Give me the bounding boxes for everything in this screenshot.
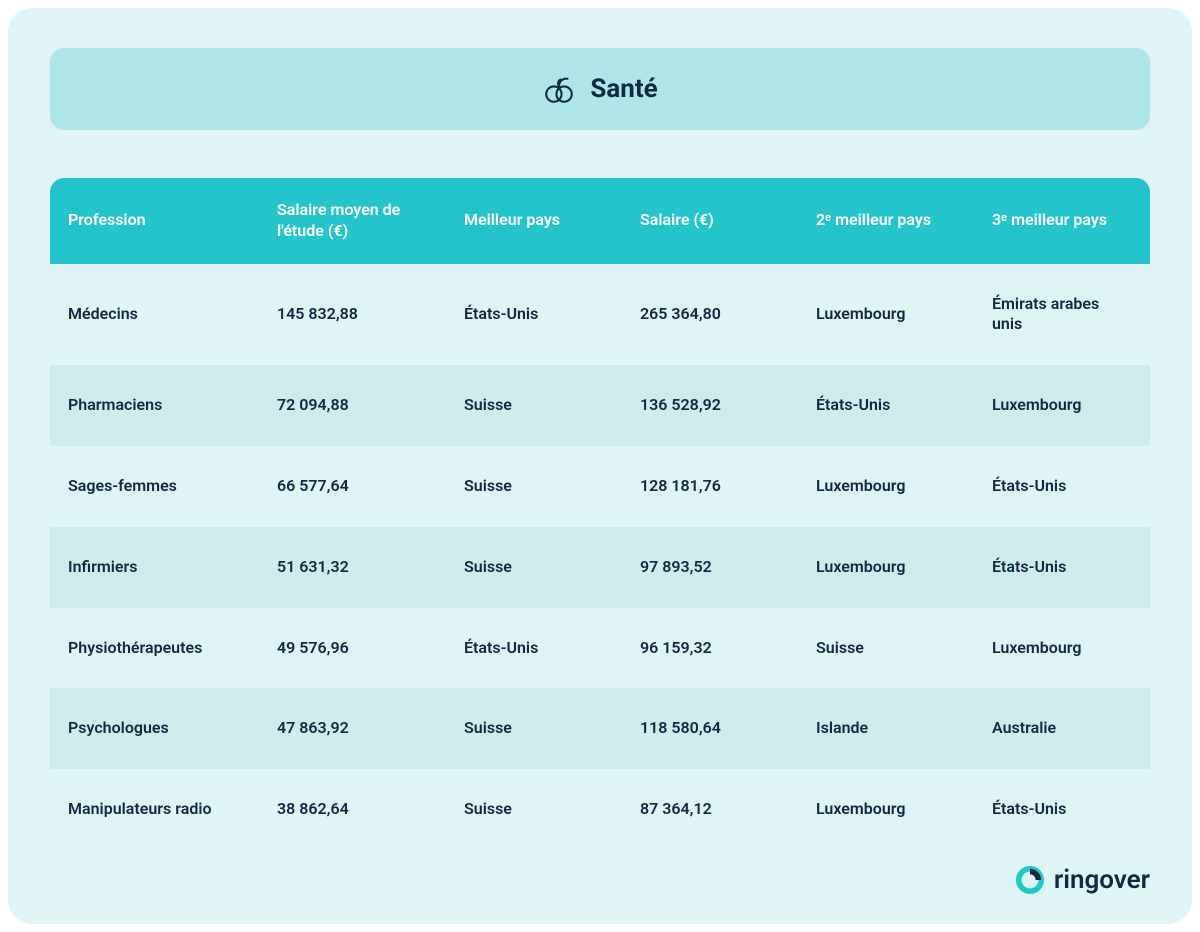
table-row: Pharmaciens72 094,88Suisse136 528,92État… <box>50 365 1150 446</box>
table-header-cell: 3ᵉ meilleur pays <box>974 178 1150 264</box>
brand-logo-text: ringover <box>1054 865 1150 895</box>
table-cell: Suisse <box>446 446 622 527</box>
table-cell: 87 364,12 <box>622 769 798 850</box>
table-row: Physiothérapeutes49 576,96États-Unis96 1… <box>50 608 1150 689</box>
salary-table: ProfessionSalaire moyen de l'étude (€)Me… <box>50 178 1150 850</box>
table-cell: États-Unis <box>974 446 1150 527</box>
table-header-cell: Meilleur pays <box>446 178 622 264</box>
table-cell: 96 159,32 <box>622 608 798 689</box>
table-cell: Sages-femmes <box>50 446 259 527</box>
table-cell: Psychologues <box>50 688 259 769</box>
brand-logo: ringover <box>1014 864 1150 896</box>
table-cell: Luxembourg <box>798 769 974 850</box>
table-cell: 128 181,76 <box>622 446 798 527</box>
table-cell: 118 580,64 <box>622 688 798 769</box>
table-cell: Suisse <box>446 527 622 608</box>
table-cell: Luxembourg <box>974 365 1150 446</box>
table-cell: États-Unis <box>446 608 622 689</box>
salary-table-wrap: ProfessionSalaire moyen de l'étude (€)Me… <box>50 178 1150 850</box>
table-cell: Suisse <box>446 688 622 769</box>
table-row: Infirmiers51 631,32Suisse97 893,52Luxemb… <box>50 527 1150 608</box>
table-cell: 38 862,64 <box>259 769 446 850</box>
table-header-cell: 2ᵉ meilleur pays <box>798 178 974 264</box>
table-cell: Luxembourg <box>798 264 974 366</box>
table-row: Manipulateurs radio38 862,64Suisse87 364… <box>50 769 1150 850</box>
table-cell: 72 094,88 <box>259 365 446 446</box>
table-cell: 145 832,88 <box>259 264 446 366</box>
table-cell: Émirats arabes unis <box>974 264 1150 366</box>
table-cell: 51 631,32 <box>259 527 446 608</box>
table-cell: 49 576,96 <box>259 608 446 689</box>
table-cell: États-Unis <box>798 365 974 446</box>
table-row: Médecins145 832,88États-Unis265 364,80Lu… <box>50 264 1150 366</box>
table-cell: États-Unis <box>974 527 1150 608</box>
table-cell: Luxembourg <box>974 608 1150 689</box>
table-cell: 136 528,92 <box>622 365 798 446</box>
table-cell: Médecins <box>50 264 259 366</box>
table-header-cell: Salaire (€) <box>622 178 798 264</box>
table-body: Médecins145 832,88États-Unis265 364,80Lu… <box>50 264 1150 850</box>
table-cell: Suisse <box>798 608 974 689</box>
table-cell: États-Unis <box>446 264 622 366</box>
table-row: Sages-femmes66 577,64Suisse128 181,76Lux… <box>50 446 1150 527</box>
table-cell: Luxembourg <box>798 446 974 527</box>
table-cell: Manipulateurs radio <box>50 769 259 850</box>
table-cell: Australie <box>974 688 1150 769</box>
table-cell: Islande <box>798 688 974 769</box>
table-cell: Physiothérapeutes <box>50 608 259 689</box>
table-cell: Infirmiers <box>50 527 259 608</box>
table-header: ProfessionSalaire moyen de l'étude (€)Me… <box>50 178 1150 264</box>
title-text: Santé <box>590 74 657 104</box>
table-cell: Luxembourg <box>798 527 974 608</box>
table-cell: 265 364,80 <box>622 264 798 366</box>
table-header-cell: Salaire moyen de l'étude (€) <box>259 178 446 264</box>
ringover-logo-icon <box>1014 864 1046 896</box>
info-card: Santé ProfessionSalaire moyen de l'étude… <box>8 8 1192 924</box>
table-cell: Pharmaciens <box>50 365 259 446</box>
table-cell: 47 863,92 <box>259 688 446 769</box>
table-cell: 97 893,52 <box>622 527 798 608</box>
table-header-cell: Profession <box>50 178 259 264</box>
table-cell: Suisse <box>446 365 622 446</box>
table-cell: États-Unis <box>974 769 1150 850</box>
table-row: Psychologues47 863,92Suisse118 580,64Isl… <box>50 688 1150 769</box>
fruit-icon <box>542 72 576 106</box>
title-banner: Santé <box>50 48 1150 130</box>
table-cell: 66 577,64 <box>259 446 446 527</box>
table-cell: Suisse <box>446 769 622 850</box>
